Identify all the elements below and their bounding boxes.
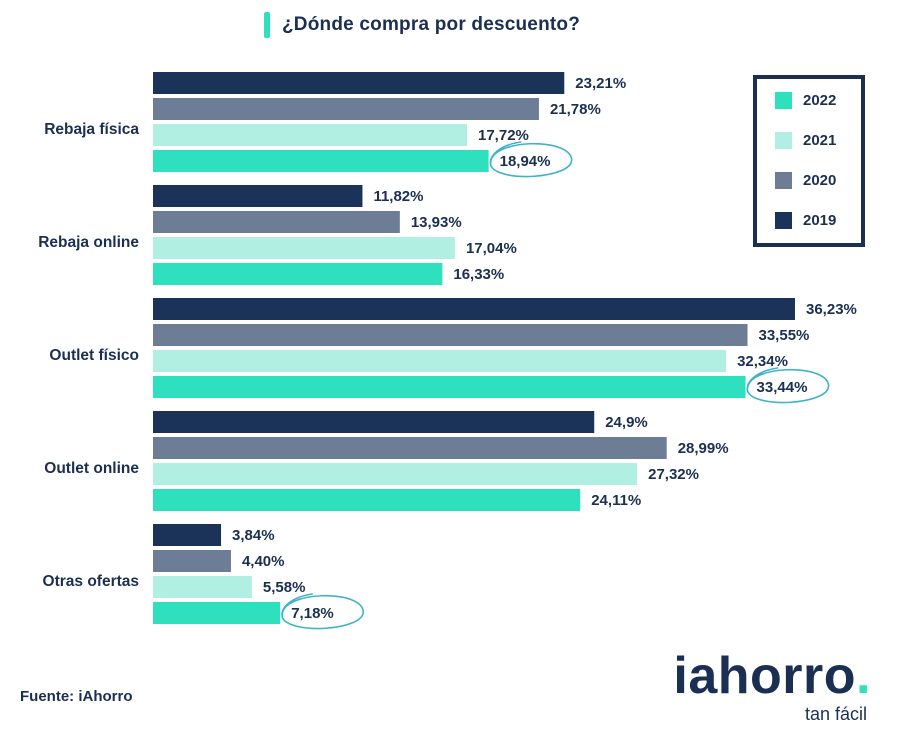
data-label: 5,58%	[263, 579, 306, 596]
bar-2020	[153, 211, 400, 233]
data-label: 18,94%	[500, 153, 551, 170]
data-label: 11,82%	[373, 188, 423, 205]
data-label: 33,55%	[759, 327, 810, 344]
data-label: 17,72%	[478, 127, 529, 144]
bar-2020	[153, 550, 231, 572]
brand-dot: .	[856, 647, 871, 705]
bar-2021	[153, 576, 252, 598]
legend-swatch-2020	[775, 172, 792, 189]
bar-2021	[153, 350, 727, 372]
brand-logo: iahorro. tan fácil	[673, 650, 871, 725]
bar-2019	[153, 72, 565, 94]
bar-2019	[153, 524, 222, 546]
bar-2020	[153, 437, 667, 459]
data-label: 17,04%	[466, 240, 517, 257]
bar-2020	[153, 98, 539, 120]
highlight-circle	[746, 367, 830, 404]
data-label: 4,40%	[242, 553, 285, 570]
data-label: 24,9%	[605, 414, 648, 431]
legend-swatch-2022	[775, 92, 792, 109]
bar-2022	[153, 150, 489, 172]
bar-2022	[153, 376, 746, 398]
legend-box	[753, 75, 865, 247]
legend-label-2019: 2019	[803, 212, 836, 229]
bar-2021	[153, 237, 455, 259]
legend-label-2022: 2022	[803, 92, 836, 109]
highlight-circle	[489, 141, 573, 178]
category-label: Otras ofertas	[43, 573, 139, 590]
data-label: 13,93%	[411, 214, 462, 231]
highlight-circle	[281, 593, 365, 630]
legend-label-2021: 2021	[803, 132, 836, 149]
bar-2020	[153, 324, 748, 346]
bar-2019	[153, 185, 363, 207]
category-label: Rebaja física	[44, 121, 139, 138]
bar-2022	[153, 489, 581, 511]
bar-2022	[153, 263, 443, 285]
data-label: 28,99%	[678, 440, 729, 457]
legend-label-2020: 2020	[803, 172, 836, 189]
bar-2019	[153, 411, 595, 433]
bar-2019	[153, 298, 795, 320]
source-note: Fuente: iAhorro	[20, 688, 133, 705]
category-label: Outlet físico	[49, 347, 139, 364]
data-label: 33,44%	[757, 379, 808, 396]
data-label: 7,18%	[291, 605, 334, 622]
data-label: 3,84%	[232, 527, 275, 544]
chart-title: ¿Dónde compra por descuento?	[264, 10, 580, 40]
legend-swatch-2021	[775, 132, 792, 149]
chart-title-text: ¿Dónde compra por descuento?	[282, 14, 581, 35]
data-label: 23,21%	[575, 75, 626, 92]
brand-name: iahorro	[673, 647, 857, 705]
title-accent-bar	[264, 12, 270, 38]
bar-2021	[153, 463, 638, 485]
data-label: 36,23%	[806, 301, 857, 318]
legend-swatch-2019	[775, 212, 792, 229]
data-label: 21,78%	[550, 101, 601, 118]
data-label: 27,32%	[648, 466, 699, 483]
category-label: Outlet online	[44, 460, 139, 477]
brand-wordmark: iahorro.	[673, 650, 871, 702]
bar-2022	[153, 602, 281, 624]
category-label: Rebaja online	[38, 234, 139, 251]
data-label: 24,11%	[591, 492, 641, 509]
brand-tagline: tan fácil	[804, 704, 867, 724]
data-label: 32,34%	[737, 353, 788, 370]
data-label: 16,33%	[453, 266, 504, 283]
bar-2021	[153, 124, 468, 146]
